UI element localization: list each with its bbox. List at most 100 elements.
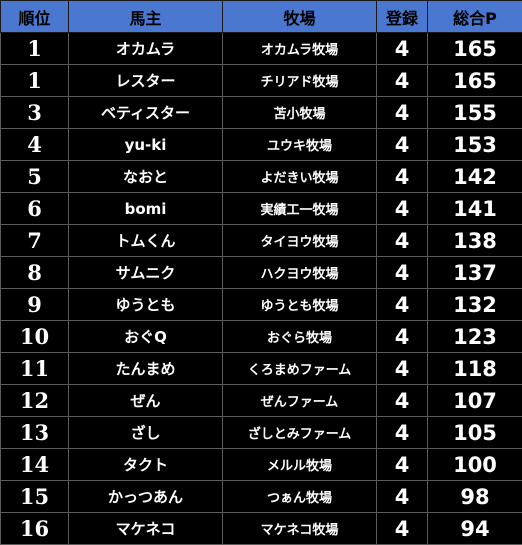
farm-cell: 実績工一牧場 <box>223 193 377 225</box>
rank-cell: 5 <box>1 161 69 193</box>
rank-cell: 16 <box>1 513 69 545</box>
registered-cell: 4 <box>377 225 428 257</box>
registered-cell: 4 <box>377 65 428 97</box>
registered-cell: 4 <box>377 97 428 129</box>
owner-cell: マケネコ <box>69 513 223 545</box>
points-cell: 155 <box>428 97 522 129</box>
points-cell: 141 <box>428 193 522 225</box>
owner-cell: トムくん <box>69 225 223 257</box>
rank-cell: 11 <box>1 353 69 385</box>
owner-cell: サムニク <box>69 257 223 289</box>
registered-cell: 4 <box>377 449 428 481</box>
points-cell: 138 <box>428 225 522 257</box>
points-cell: 137 <box>428 257 522 289</box>
owner-cell: おぐQ <box>69 321 223 353</box>
rank-cell: 1 <box>1 65 69 97</box>
owner-cell: レスター <box>69 65 223 97</box>
farm-cell: オカムラ牧場 <box>223 33 377 65</box>
owner-cell: ざし <box>69 417 223 449</box>
farm-cell: ハクヨウ牧場 <box>223 257 377 289</box>
header-farm: 牧場 <box>223 1 377 33</box>
points-cell: 123 <box>428 321 522 353</box>
table-header: 順位 馬主 牧場 登録 総合P <box>1 1 522 33</box>
owner-cell: かっつあん <box>69 481 223 513</box>
farm-cell: くろまめファーム <box>223 353 377 385</box>
owner-cell: ゆうとも <box>69 289 223 321</box>
points-cell: 142 <box>428 161 522 193</box>
farm-cell: 苫小牧場 <box>223 97 377 129</box>
farm-cell: メルル牧場 <box>223 449 377 481</box>
header-points: 総合P <box>428 1 522 33</box>
farm-cell: タイヨウ牧場 <box>223 225 377 257</box>
rank-cell: 10 <box>1 321 69 353</box>
owner-cell: なおと <box>69 161 223 193</box>
owner-cell: yu-ki <box>69 129 223 161</box>
rank-cell: 9 <box>1 289 69 321</box>
registered-cell: 4 <box>377 193 428 225</box>
rank-cell: 3 <box>1 97 69 129</box>
registered-cell: 4 <box>377 385 428 417</box>
rank-cell: 6 <box>1 193 69 225</box>
header-registered: 登録 <box>377 1 428 33</box>
registered-cell: 4 <box>377 481 428 513</box>
header-owner: 馬主 <box>69 1 223 33</box>
owner-cell: タクト <box>69 449 223 481</box>
farm-cell: ざしとみファーム <box>223 417 377 449</box>
rank-cell: 4 <box>1 129 69 161</box>
registered-cell: 4 <box>377 417 428 449</box>
registered-cell: 4 <box>377 289 428 321</box>
farm-cell: おぐら牧場 <box>223 321 377 353</box>
owner-cell: オカムラ <box>69 33 223 65</box>
rank-cell: 15 <box>1 481 69 513</box>
points-cell: 107 <box>428 385 522 417</box>
rank-cell: 12 <box>1 385 69 417</box>
registered-cell: 4 <box>377 321 428 353</box>
rank-cell: 8 <box>1 257 69 289</box>
registered-cell: 4 <box>377 161 428 193</box>
registered-cell: 4 <box>377 353 428 385</box>
points-cell: 153 <box>428 129 522 161</box>
points-cell: 100 <box>428 449 522 481</box>
rank-cell: 14 <box>1 449 69 481</box>
points-cell: 94 <box>428 513 522 545</box>
farm-cell: チリアド牧場 <box>223 65 377 97</box>
farm-cell: ユウキ牧場 <box>223 129 377 161</box>
registered-cell: 4 <box>377 257 428 289</box>
registered-cell: 4 <box>377 129 428 161</box>
header-rank: 順位 <box>1 1 69 33</box>
farm-cell: ゆうとも牧場 <box>223 289 377 321</box>
points-cell: 165 <box>428 33 522 65</box>
owner-cell: ぜん <box>69 385 223 417</box>
farm-cell: よだきい牧場 <box>223 161 377 193</box>
owner-cell: たんまめ <box>69 353 223 385</box>
owner-cell: ベティスター <box>69 97 223 129</box>
farm-cell: つぁん牧場 <box>223 481 377 513</box>
points-cell: 132 <box>428 289 522 321</box>
rank-cell: 1 <box>1 33 69 65</box>
points-cell: 118 <box>428 353 522 385</box>
points-cell: 165 <box>428 65 522 97</box>
registered-cell: 4 <box>377 513 428 545</box>
farm-cell: ぜんファーム <box>223 385 377 417</box>
farm-cell: マケネコ牧場 <box>223 513 377 545</box>
registered-cell: 4 <box>377 33 428 65</box>
header-row: 順位 馬主 牧場 登録 総合P <box>1 1 522 33</box>
points-cell: 105 <box>428 417 522 449</box>
